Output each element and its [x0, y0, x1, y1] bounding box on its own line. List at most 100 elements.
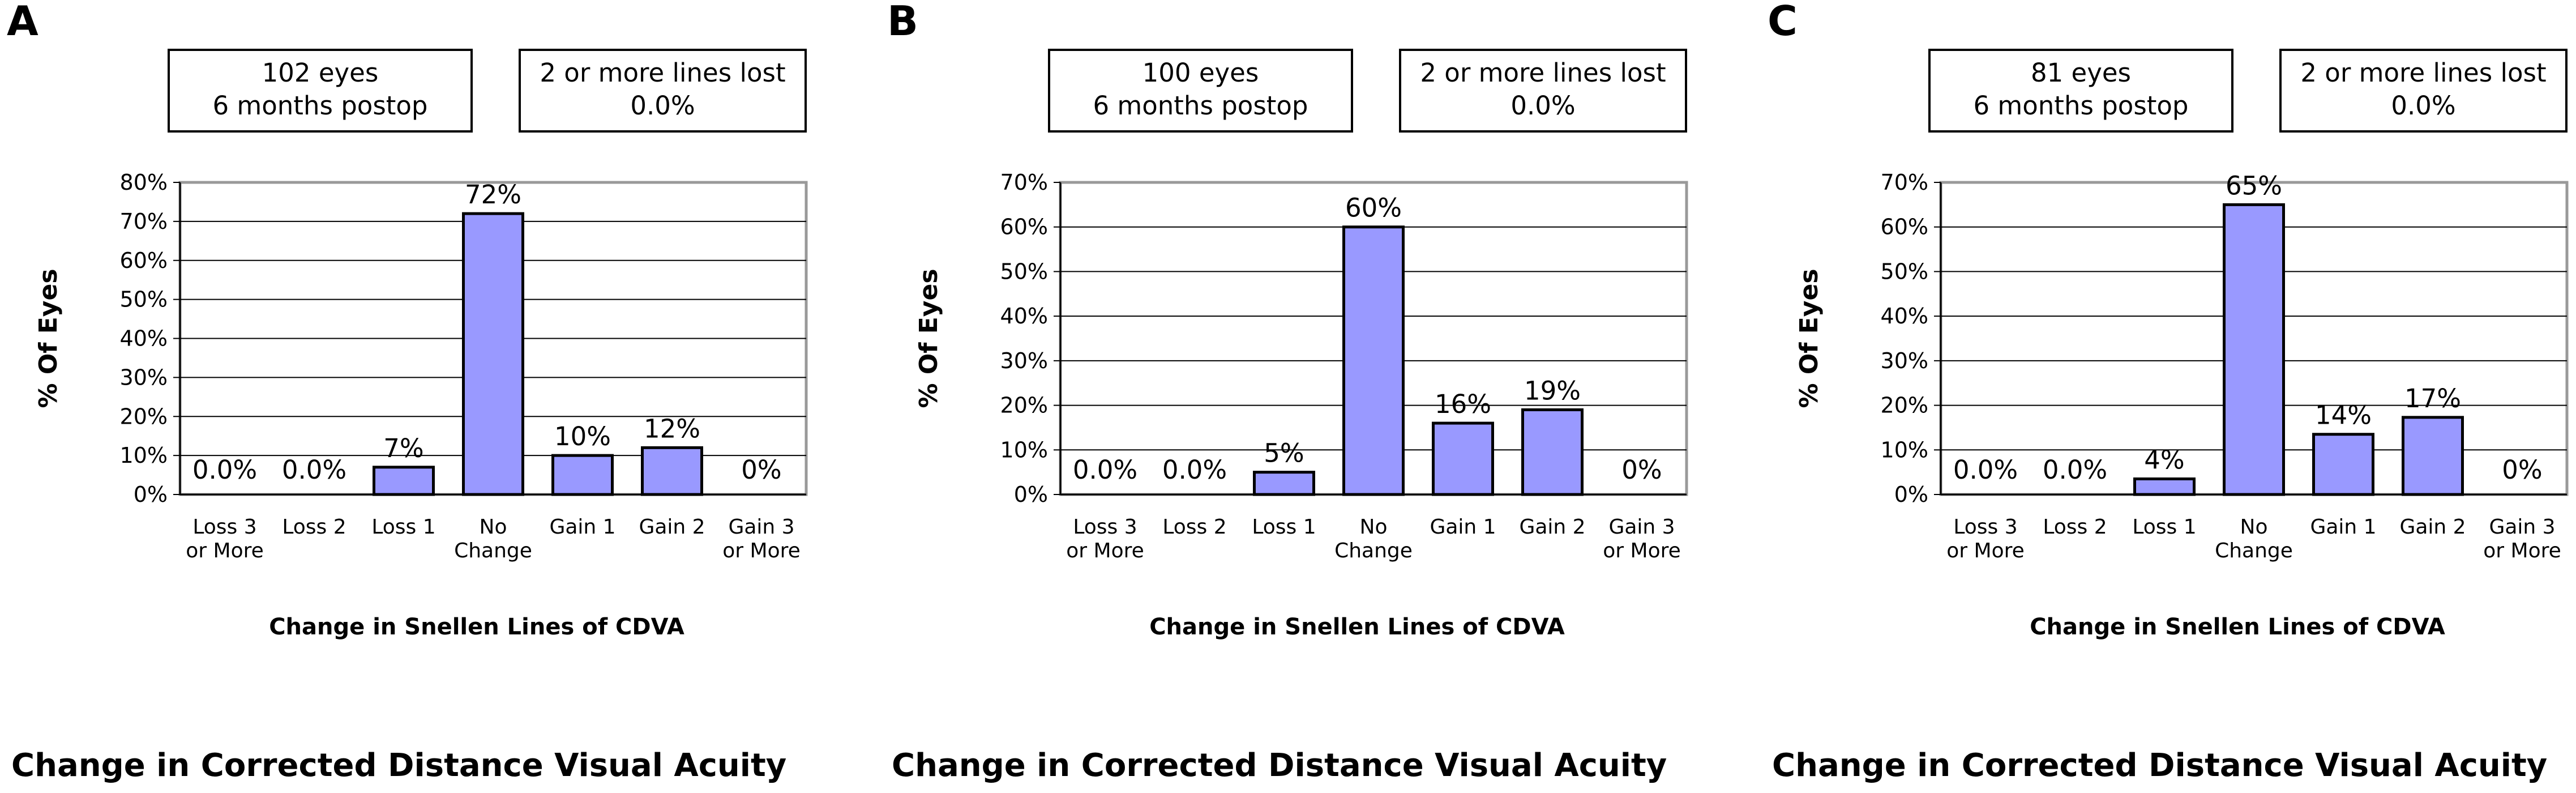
x-tick-label: Loss 1 [371, 515, 435, 539]
x-tick-label: Change [2215, 539, 2293, 562]
x-tick-label: Loss 3 [1953, 515, 2017, 539]
info-box-2-line-1: 2 or more lines lost [2300, 58, 2546, 88]
bar-value-label: 4% [2144, 445, 2184, 475]
y-tick-label: 60% [1881, 215, 1928, 240]
bar-value-label: 0.0% [192, 455, 257, 485]
info-box-1-line-2: 6 months postop [1093, 91, 1308, 121]
y-tick-label: 70% [1881, 170, 1928, 195]
y-tick-label: 40% [1000, 304, 1048, 329]
info-box-2-line-2: 0.0% [630, 91, 695, 121]
panel-letter-b: B [887, 0, 918, 45]
x-tick-label: No [1360, 515, 1388, 539]
x-tick-label: Loss 2 [2043, 515, 2107, 539]
y-tick-label: 40% [120, 326, 168, 351]
bar-value-label: 16% [1435, 389, 1491, 419]
figure-caption: Change in Corrected Distance Visual Acui… [1772, 747, 2547, 784]
bar-value-label: 72% [465, 180, 521, 210]
y-axis-title: % Of Eyes [34, 268, 63, 408]
bar-value-label: 0.0% [1953, 455, 2018, 485]
x-tick-label: Gain 2 [2399, 515, 2466, 539]
bar [1253, 471, 1315, 496]
y-tick-label: 10% [120, 443, 168, 468]
bar-value-label: 0% [2502, 455, 2542, 485]
x-tick-label: Loss 1 [1252, 515, 1316, 539]
info-box-2-line-1: 2 or more lines lost [540, 58, 785, 88]
y-tick-label: 10% [1881, 437, 1928, 462]
y-tick-label: 0% [1894, 482, 1928, 507]
bar-value-label: 17% [2404, 383, 2461, 413]
x-axis-title: Change in Snellen Lines of CDVA [1149, 614, 1565, 640]
info-box-1 [168, 49, 473, 133]
x-tick-label: Gain 3 [1608, 515, 1675, 539]
bar-value-label: 0% [1621, 455, 1662, 485]
x-tick-label: Gain 3 [728, 515, 794, 539]
x-tick-label: or More [186, 539, 264, 562]
x-tick-label: or More [2483, 539, 2561, 562]
info-box-1-line-1: 100 eyes [1142, 58, 1259, 88]
info-box-1 [1928, 49, 2233, 133]
y-tick-label: 50% [1000, 259, 1048, 284]
y-tick-label: 10% [1000, 437, 1048, 462]
y-tick-label: 70% [120, 209, 168, 234]
bar [551, 454, 614, 496]
bar-value-label: 65% [2226, 170, 2282, 201]
figure-caption: Change in Corrected Distance Visual Acui… [892, 747, 1667, 784]
x-tick-label: Gain 2 [1519, 515, 1585, 539]
x-tick-label: Change [1334, 539, 1413, 562]
bar-value-label: 60% [1345, 193, 1402, 223]
y-tick-label: 20% [1000, 393, 1048, 418]
info-box-2-line-2: 0.0% [2391, 91, 2455, 121]
x-tick-label: Loss 3 [1073, 515, 1137, 539]
y-tick-label: 30% [1881, 348, 1928, 373]
info-box-2 [2279, 49, 2568, 133]
x-tick-label: Loss 3 [192, 515, 256, 539]
x-tick-label: or More [1066, 539, 1144, 562]
bar-value-label: 0% [741, 455, 781, 485]
info-box-2 [519, 49, 807, 133]
bar [1432, 421, 1494, 496]
bar [641, 446, 703, 496]
bar [462, 212, 524, 496]
bar [1521, 408, 1584, 496]
bar [2133, 477, 2196, 496]
y-tick-label: 50% [120, 287, 168, 312]
info-box-1-line-2: 6 months postop [212, 91, 427, 121]
x-tick-label: No [2240, 515, 2268, 539]
y-tick-label: 20% [1881, 393, 1928, 418]
x-tick-label: or More [1946, 539, 2025, 562]
bar-value-label: 0.0% [2043, 455, 2107, 485]
bar-value-label: 14% [2315, 400, 2372, 430]
y-tick-label: 50% [1881, 259, 1928, 284]
info-box-2-line-1: 2 or more lines lost [1420, 58, 1666, 88]
panel-letter-a: A [7, 0, 38, 45]
y-tick-label: 80% [120, 170, 168, 195]
x-axis-title: Change in Snellen Lines of CDVA [269, 614, 684, 640]
x-tick-label: Gain 3 [2489, 515, 2555, 539]
info-box-1-line-1: 102 eyes [262, 58, 379, 88]
bar-value-label: 5% [1264, 438, 1304, 468]
x-tick-label: Gain 1 [549, 515, 615, 539]
bar-value-label: 0.0% [282, 455, 346, 485]
y-axis-title: % Of Eyes [914, 268, 943, 408]
y-tick-label: 0% [1014, 482, 1048, 507]
bar-value-label: 0.0% [1073, 455, 1137, 485]
x-tick-label: Change [454, 539, 532, 562]
y-tick-label: 40% [1881, 304, 1928, 329]
info-box-2-line-2: 0.0% [1510, 91, 1575, 121]
bar [373, 466, 435, 496]
x-axis-title: Change in Snellen Lines of CDVA [2030, 614, 2445, 640]
x-tick-label: Loss 1 [2132, 515, 2196, 539]
y-tick-label: 60% [120, 248, 168, 273]
info-box-1 [1048, 49, 1353, 133]
info-box-1-line-1: 81 eyes [2031, 58, 2131, 88]
y-tick-label: 30% [120, 365, 168, 390]
y-axis-title: % Of Eyes [1795, 268, 1824, 408]
y-tick-label: 70% [1000, 170, 1048, 195]
panel-letter-c: C [1768, 0, 1798, 45]
bar [2312, 433, 2374, 496]
x-tick-label: No [480, 515, 507, 539]
x-tick-label: Loss 2 [1162, 515, 1226, 539]
